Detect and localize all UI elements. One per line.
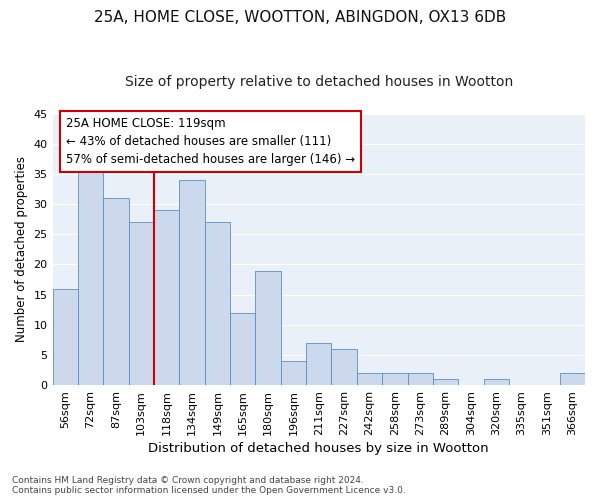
Bar xyxy=(256,270,281,385)
Bar xyxy=(154,210,179,385)
Text: 25A, HOME CLOSE, WOOTTON, ABINGDON, OX13 6DB: 25A, HOME CLOSE, WOOTTON, ABINGDON, OX13… xyxy=(94,10,506,25)
Bar xyxy=(53,288,78,385)
Bar xyxy=(281,361,306,385)
Bar xyxy=(484,379,509,385)
Bar xyxy=(407,373,433,385)
Bar xyxy=(433,379,458,385)
Bar xyxy=(357,373,382,385)
Text: Contains HM Land Registry data © Crown copyright and database right 2024.
Contai: Contains HM Land Registry data © Crown c… xyxy=(12,476,406,495)
X-axis label: Distribution of detached houses by size in Wootton: Distribution of detached houses by size … xyxy=(148,442,489,455)
Bar xyxy=(128,222,154,385)
Y-axis label: Number of detached properties: Number of detached properties xyxy=(15,156,28,342)
Bar xyxy=(78,168,103,385)
Bar xyxy=(560,373,585,385)
Title: Size of property relative to detached houses in Wootton: Size of property relative to detached ho… xyxy=(125,75,513,89)
Bar xyxy=(306,343,331,385)
Bar xyxy=(230,312,256,385)
Bar xyxy=(382,373,407,385)
Bar xyxy=(179,180,205,385)
Bar xyxy=(205,222,230,385)
Bar xyxy=(331,349,357,385)
Bar xyxy=(103,198,128,385)
Text: 25A HOME CLOSE: 119sqm
← 43% of detached houses are smaller (111)
57% of semi-de: 25A HOME CLOSE: 119sqm ← 43% of detached… xyxy=(66,117,355,166)
